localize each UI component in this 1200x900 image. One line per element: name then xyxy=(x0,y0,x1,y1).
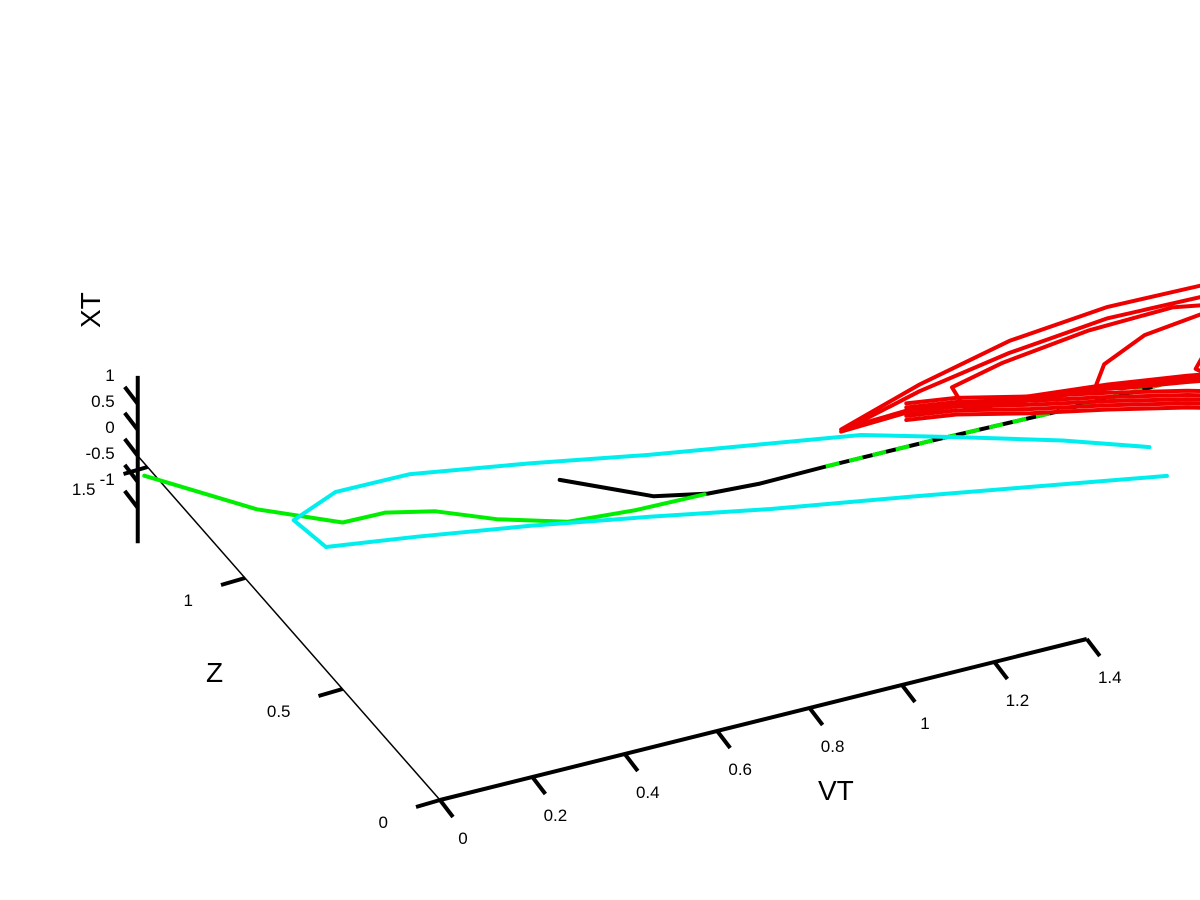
xt-tick-label: 0.5 xyxy=(91,392,115,411)
vt-tick-label: 1.4 xyxy=(1098,668,1122,687)
red-curve-10 xyxy=(1193,357,1200,374)
red-curve-13 xyxy=(904,397,1200,414)
xt-tick xyxy=(123,463,140,484)
vt-tick xyxy=(715,729,732,750)
z-tick-label: 0 xyxy=(379,813,388,832)
axis-tick-labels: 0 0.2 0.4 0.6 0.8 1 1.2 1.4 0 0.5 1 1.5-1 -0.5 0 0.5 1 xyxy=(72,366,1122,848)
xt-tick xyxy=(123,437,140,458)
vt-tick xyxy=(992,660,1009,681)
z-tick xyxy=(317,687,344,698)
red-curve-9 xyxy=(1093,312,1200,391)
vt-tick-label: 0.6 xyxy=(728,760,752,779)
z-tick-label: 0.5 xyxy=(267,702,291,721)
cyan-curve-5 xyxy=(324,473,1169,549)
z-tick xyxy=(122,465,149,476)
vt-tick-label: 1.2 xyxy=(1006,691,1030,710)
red-curve-15 xyxy=(904,405,1200,422)
vt-axis-title: VT xyxy=(818,775,854,806)
series-layer xyxy=(142,283,1200,549)
xt-tick xyxy=(123,385,140,406)
z-tick xyxy=(220,576,246,587)
z-tick-label: 1 xyxy=(184,591,193,610)
vt-tick-label: 1 xyxy=(920,714,929,733)
vt-tick-label: 0.8 xyxy=(821,737,845,756)
vt-tick-label: 0.4 xyxy=(636,783,660,802)
axis-ticks xyxy=(122,385,1102,819)
vt-tick xyxy=(900,683,917,704)
z-axis-line xyxy=(137,455,441,801)
cyan-curve-4 xyxy=(291,433,1152,549)
xt-tick-label: 1 xyxy=(105,366,114,385)
red-curve-14 xyxy=(904,401,1200,418)
xt-tick-label: -0.5 xyxy=(85,444,114,463)
xt-tick-label: -1 xyxy=(100,470,115,489)
xt-tick xyxy=(123,489,140,510)
xt-tick-label: 0 xyxy=(105,418,114,437)
vt-axis-line xyxy=(439,637,1088,802)
vt-tick xyxy=(530,775,547,796)
xt-tick xyxy=(123,411,140,432)
vt-tick xyxy=(438,798,455,819)
vt-tick-label: 0.2 xyxy=(544,806,568,825)
red-curve-12 xyxy=(904,393,1200,410)
vt-tick xyxy=(808,706,825,727)
red-curve-11 xyxy=(904,388,1200,406)
green-curve-3 xyxy=(142,473,707,525)
vt-tick xyxy=(623,752,640,773)
vt-tick-label: 0 xyxy=(458,829,467,848)
z-tick-label: 1.5 xyxy=(72,480,96,499)
vt-tick xyxy=(1085,637,1102,658)
xt-axis-title: XT xyxy=(75,292,106,328)
z-tick xyxy=(415,798,441,809)
z-axis-title: Z xyxy=(206,657,223,688)
